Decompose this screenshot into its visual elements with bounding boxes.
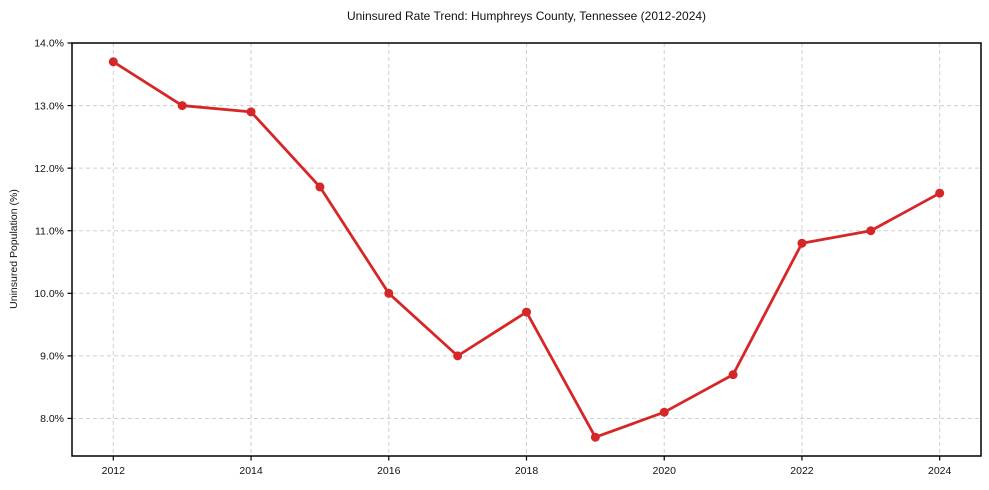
x-tick-label: 2014 [239, 465, 263, 477]
data-point-2023 [866, 226, 876, 236]
x-tick-label: 2018 [515, 465, 539, 477]
y-tick-label: 10.0% [34, 288, 64, 300]
y-tick-label: 9.0% [40, 351, 64, 363]
y-tick-label: 13.0% [34, 100, 64, 112]
x-tick-label: 2022 [790, 465, 814, 477]
data-point-2013 [177, 101, 187, 111]
data-point-2015 [315, 182, 325, 192]
x-tick-label: 2016 [377, 465, 401, 477]
chart-title: Uninsured Rate Trend: Humphreys County, … [346, 9, 707, 23]
y-tick-label: 11.0% [35, 225, 64, 237]
data-point-2012 [108, 57, 118, 67]
data-point-2024 [935, 188, 945, 198]
data-point-2017 [453, 351, 463, 361]
data-point-2021 [728, 370, 738, 380]
data-point-2014 [246, 107, 256, 117]
data-point-2019 [590, 432, 600, 442]
data-point-2018 [522, 307, 531, 317]
data-point-2020 [659, 407, 669, 417]
y-tick-label: 12.0% [34, 163, 64, 175]
y-tick-label: 14.0% [34, 38, 64, 50]
x-tick-label: 2012 [102, 465, 126, 477]
x-tick-label: 2024 [928, 465, 952, 477]
data-point-2016 [384, 288, 394, 298]
data-point-2022 [797, 238, 807, 248]
x-tick-label: 2020 [653, 465, 677, 477]
y-tick-label: 8.0% [40, 413, 64, 425]
